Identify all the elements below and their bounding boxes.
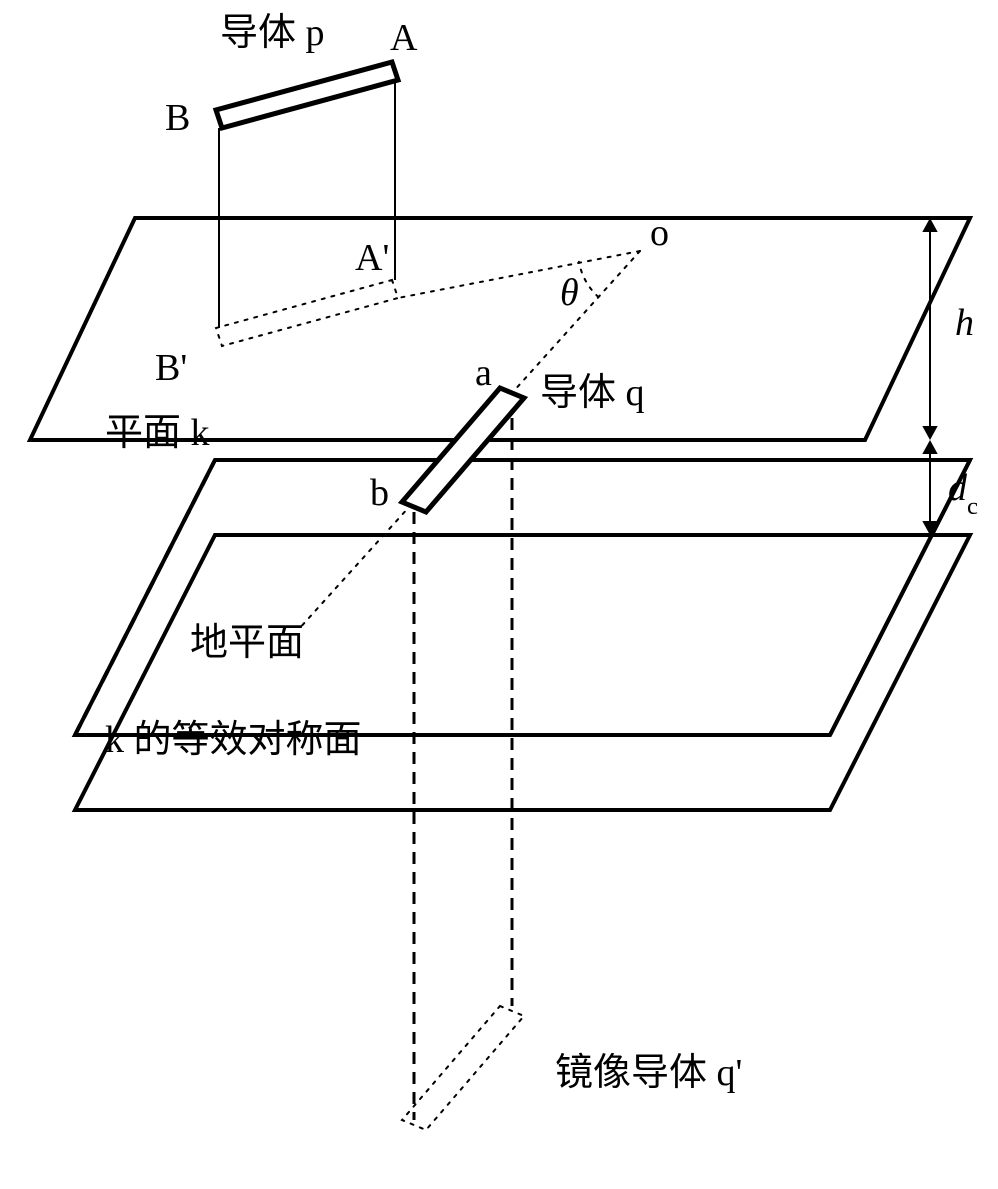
label-h: h (955, 302, 974, 344)
label-dc: dc (948, 467, 978, 520)
label-B: B (165, 97, 190, 139)
label-B-prime: B' (155, 347, 187, 389)
label-conductor-q: 导体 q (540, 372, 645, 414)
label-A-prime: A' (355, 237, 389, 279)
label-a: a (475, 352, 492, 394)
conductor-p-projection (216, 280, 398, 346)
label-plane-ground: 地平面 (190, 622, 304, 664)
label-theta: θ (560, 272, 579, 314)
label-plane-sym: k 的等效对称面 (105, 719, 362, 761)
label-o: o (650, 212, 669, 254)
conductor-q-mirror (402, 1006, 524, 1130)
label-A: A (390, 17, 418, 59)
label-plane-k: 平面 k (105, 412, 210, 454)
label-b: b (370, 472, 389, 514)
conductor-q (402, 388, 524, 512)
conductor-p (216, 62, 398, 128)
label-conductor-p: 导体 p (220, 12, 325, 54)
label-conductor-q-mirror: 镜像导体 q' (555, 1052, 742, 1094)
plane-ground (75, 460, 970, 735)
plane-sym (75, 535, 970, 810)
